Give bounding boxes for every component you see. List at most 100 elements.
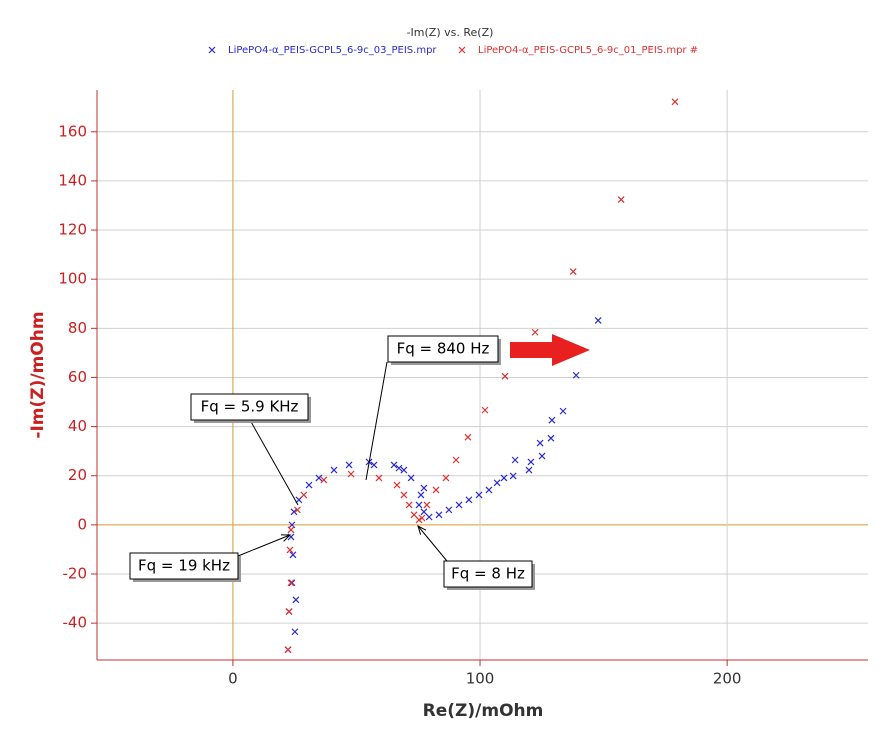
point [285, 608, 293, 616]
point [410, 511, 418, 519]
point [415, 516, 423, 524]
point [500, 474, 508, 482]
point [525, 466, 533, 474]
y-tick-label: 100 [58, 270, 87, 288]
y-tick-label: 0 [77, 515, 87, 533]
point [452, 456, 460, 464]
y-tick-label: 60 [68, 368, 87, 386]
point [485, 486, 493, 494]
point [425, 513, 433, 521]
x-axis-label: Re(Z)/mOhm [423, 701, 544, 721]
annotation-pointer [417, 525, 448, 562]
point [435, 511, 443, 519]
annotation-box [387, 335, 499, 363]
point [292, 596, 300, 604]
point [617, 196, 625, 204]
point [594, 317, 602, 324]
point [455, 501, 463, 509]
point [405, 501, 413, 509]
point [400, 491, 408, 499]
x-tick-label: 200 [713, 670, 742, 688]
annotation-box [190, 393, 309, 421]
point [509, 472, 517, 480]
legend-label: LiPePO4-α_PEIS-GCPL5_6-9c_01_PEIS.mpr # [478, 45, 698, 56]
point [320, 476, 328, 484]
x-tick-label: 0 [228, 670, 238, 688]
plot-area: -40 -20 0 20 40 60 80 100 120 140 160 0 100 200 [58, 90, 868, 688]
point [442, 474, 450, 482]
legend-marker [458, 46, 466, 54]
point [395, 464, 403, 472]
point [415, 501, 423, 509]
point [418, 514, 426, 522]
point [445, 506, 453, 514]
point [417, 491, 425, 499]
point [393, 481, 401, 489]
red-arrow [510, 334, 590, 366]
y-tick-label: -20 [63, 565, 88, 583]
y-tick-label: -40 [63, 614, 88, 632]
point [423, 501, 431, 509]
x-tick-label: 100 [466, 670, 495, 688]
point [538, 452, 546, 460]
point [305, 481, 313, 489]
point [572, 371, 580, 379]
point [481, 406, 489, 414]
point [288, 579, 296, 587]
point [400, 466, 408, 474]
y-tick-label: 40 [68, 417, 87, 435]
annotation-pointer [237, 534, 291, 557]
point [345, 461, 353, 469]
point [548, 416, 556, 424]
point [375, 474, 383, 482]
annotations: Fq = 840 Hz Fq = 5.9 KHz Fq = 19 kHz Fq = 8… [129, 335, 535, 590]
y-tick-label: 160 [58, 122, 87, 140]
point [511, 456, 519, 464]
y-tick-label: 80 [68, 319, 87, 337]
point [347, 470, 355, 478]
point [287, 579, 295, 587]
point [286, 546, 294, 554]
legend-marker [208, 46, 216, 54]
y-axis-label: -Im(Z)/mOhm [28, 311, 48, 438]
point [420, 508, 428, 516]
annotation-arrowhead [417, 525, 427, 535]
point [370, 461, 378, 469]
point [330, 466, 338, 474]
annotation-pointer [365, 361, 388, 481]
annotation-text: Fq = 5.9 KHz [201, 398, 299, 416]
y-tick-label: 140 [58, 171, 87, 189]
point [390, 461, 398, 469]
y-tick-label: 20 [68, 466, 87, 484]
annotation-text: Fq = 8 Hz [451, 565, 525, 583]
point [300, 491, 308, 499]
point [475, 491, 483, 499]
chart-title: -Im(Z) vs. Re(Z) [407, 26, 494, 39]
point [493, 479, 501, 487]
annotation-box [129, 552, 239, 580]
point [315, 474, 323, 482]
point [291, 628, 299, 636]
point [531, 328, 539, 336]
point [671, 98, 679, 106]
legend-label: LiPePO4-α_PEIS-GCPL5_6-9c_03_PEIS.mpr [228, 45, 437, 56]
point [284, 646, 292, 654]
point [289, 551, 297, 559]
point [290, 508, 298, 516]
point [287, 526, 295, 534]
annotation-pointer [249, 419, 299, 506]
point [293, 506, 301, 514]
point [547, 434, 555, 442]
point [465, 496, 473, 504]
annotation-text: Fq = 19 kHz [138, 557, 230, 575]
point [407, 474, 415, 482]
point [420, 484, 428, 492]
point [464, 433, 472, 441]
point [527, 458, 535, 466]
point [569, 268, 577, 275]
point [432, 486, 440, 494]
point [501, 372, 509, 380]
annotation-box [443, 560, 533, 588]
